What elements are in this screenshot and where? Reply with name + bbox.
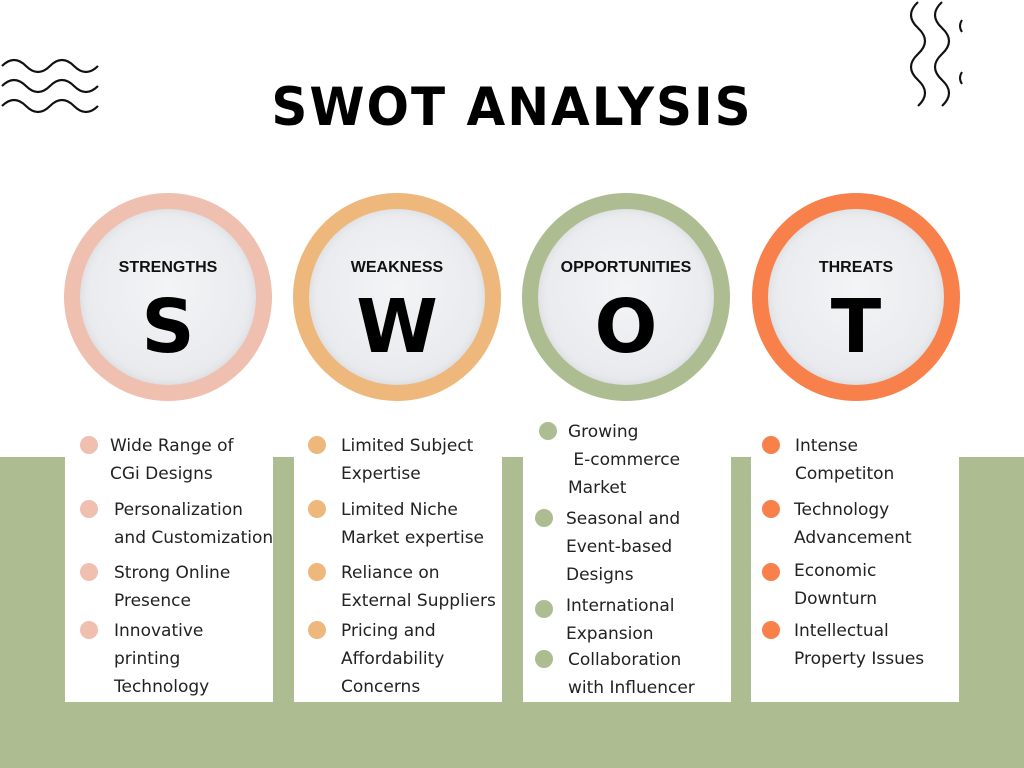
- threats-circle-inner: THREATS T: [768, 209, 944, 385]
- opportunities-item-2: Seasonal and Event-based Designs: [566, 509, 681, 585]
- wave-lines-decoration: [1, 58, 99, 114]
- weakness-bullet-dot: [308, 563, 326, 581]
- strengths-letter: S: [141, 284, 195, 370]
- opportunities-bullet-dot: [539, 422, 557, 440]
- page-title: SWOT ANALYSIS: [271, 76, 753, 138]
- threats-bullet-dot: [762, 436, 780, 454]
- opportunities-bullet-dot: [535, 650, 553, 668]
- vertical-wave-decoration: [909, 1, 963, 107]
- opportunities-item-1: Growing E-commerce Market: [568, 422, 681, 498]
- opportunities-circle: OPPORTUNITIES O: [522, 193, 730, 401]
- strengths-circle: STRENGTHS S: [64, 193, 272, 401]
- strengths-circle-inner: STRENGTHS S: [80, 209, 256, 385]
- opportunities-bullet-dot: [535, 600, 553, 618]
- weakness-circle-inner: WEAKNESS W: [309, 209, 485, 385]
- threats-label: THREATS: [818, 259, 894, 276]
- threats-circle: THREATS T: [752, 193, 960, 401]
- threats-item-3: Economic Downturn: [794, 561, 878, 609]
- weakness-letter: W: [356, 284, 438, 370]
- strengths-bullet-dot: [80, 500, 98, 518]
- opportunities-circle-inner: OPPORTUNITIES O: [538, 209, 714, 385]
- strengths-label: STRENGTHS: [118, 259, 218, 276]
- weakness-item-3: Reliance on External Suppliers: [341, 563, 496, 611]
- strengths-bullet-dot: [80, 621, 98, 639]
- threats-item-4: Intellectual Property Issues: [794, 621, 925, 669]
- weakness-circle: WEAKNESS W: [293, 193, 501, 401]
- opportunities-card: [523, 427, 731, 702]
- weakness-item-1: Limited Subject Expertise: [341, 436, 474, 484]
- threats-item-1: Intense Competiton: [795, 436, 895, 484]
- weakness-label: WEAKNESS: [350, 259, 444, 276]
- weakness-bullet-dot: [308, 621, 326, 639]
- opportunities-letter: O: [594, 284, 658, 370]
- strengths-item-3: Strong Online Presence: [114, 563, 231, 611]
- weakness-bullet-dot: [308, 436, 326, 454]
- threats-bullet-dot: [762, 500, 780, 518]
- threats-card: [751, 427, 959, 702]
- threats-bullet-dot: [762, 621, 780, 639]
- strengths-bullet-dot: [80, 563, 98, 581]
- threats-item-2: Technology Advancement: [794, 500, 912, 548]
- opportunities-label: OPPORTUNITIES: [560, 259, 692, 276]
- weakness-item-4: Pricing and Affordability Concerns: [341, 621, 445, 697]
- threats-bullet-dot: [762, 563, 780, 581]
- opportunities-item-3: International Expansion: [566, 596, 675, 644]
- strengths-item-4: Innovative printing Technology: [114, 621, 210, 697]
- threats-letter: T: [830, 284, 882, 370]
- opportunities-item-4: Collaboration with Influencer: [568, 650, 695, 698]
- strengths-item-1: Wide Range of CGi Designs: [110, 436, 234, 484]
- weakness-card: [294, 427, 502, 702]
- weakness-bullet-dot: [308, 500, 326, 518]
- strengths-card: [65, 427, 273, 702]
- weakness-item-2: Limited Niche Market expertise: [341, 500, 485, 548]
- strengths-item-2: Personalization and Customization: [114, 500, 274, 548]
- opportunities-bullet-dot: [535, 509, 553, 527]
- strengths-bullet-dot: [80, 436, 98, 454]
